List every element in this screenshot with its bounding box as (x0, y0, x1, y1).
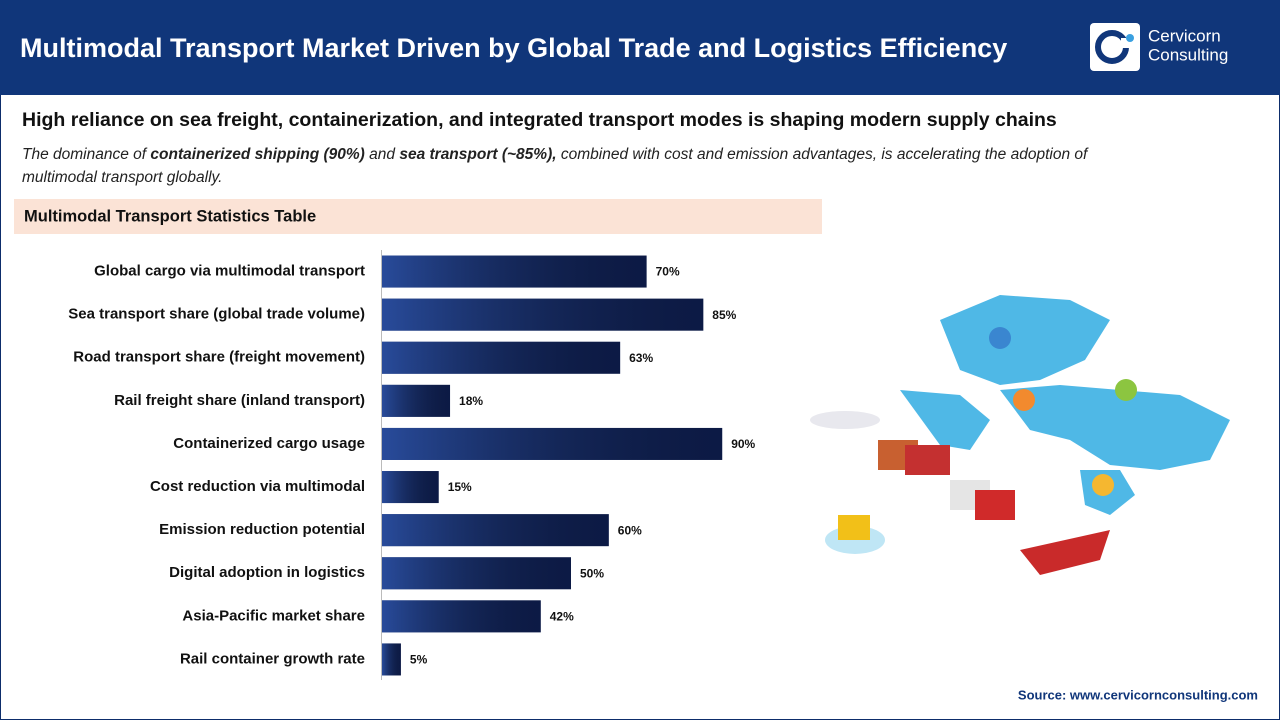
pin (989, 327, 1011, 349)
logo-text: Cervicorn (1148, 26, 1221, 45)
map-shape (900, 390, 990, 450)
category-label: Rail freight share (inland transport) (114, 392, 365, 409)
category-label: Containerized cargo usage (173, 435, 365, 452)
forklift (838, 515, 870, 540)
desc-part: and (365, 146, 399, 163)
desc-part: sea transport (~85%), (399, 146, 556, 163)
description: multimodal transport globally. (22, 169, 222, 186)
truck (975, 490, 1015, 520)
desc-part: containerized shipping (90%) (150, 146, 364, 163)
bar-shade (382, 471, 439, 504)
category-label: Road transport share (freight movement) (73, 349, 365, 366)
bar-shade (382, 427, 723, 460)
illustration (810, 295, 1230, 575)
category-label: Cost reduction via multimodal (150, 478, 365, 495)
value-label: 50% (580, 566, 604, 580)
bar-shade (382, 557, 571, 590)
category-label: Global cargo via multimodal transport (94, 263, 365, 280)
plane (810, 411, 880, 429)
source: Source: www.cervicornconsulting.com (1018, 687, 1258, 702)
value-label: 60% (618, 523, 642, 537)
category-label: Sea transport share (global trade volume… (68, 306, 365, 323)
logo-text: Consulting (1148, 45, 1228, 64)
logo-gap (1121, 38, 1131, 48)
pin (1092, 474, 1114, 496)
value-label: 42% (550, 610, 574, 624)
value-label: 15% (448, 480, 472, 494)
section-band (14, 199, 822, 234)
bar-shade (382, 298, 704, 331)
map-shape (1000, 385, 1230, 470)
bar-shade (382, 341, 621, 374)
desc-part: The dominance of (22, 146, 150, 163)
category-label: Digital adoption in logistics (169, 564, 365, 581)
bar-shade (382, 384, 451, 417)
category-label: Emission reduction potential (159, 521, 365, 538)
container (905, 445, 950, 475)
logo-dot (1126, 34, 1134, 42)
value-label: 63% (629, 351, 653, 365)
value-label: 90% (731, 437, 755, 451)
ship (1020, 530, 1110, 575)
bar-shade (382, 255, 647, 288)
bar-shade (382, 514, 609, 547)
desc-part: combined with cost and emission advantag… (557, 146, 1089, 163)
bar-shade (382, 600, 541, 633)
value-label: 85% (712, 308, 736, 322)
category-label: Asia-Pacific market share (182, 607, 365, 624)
header-band (0, 0, 1280, 95)
pin (1013, 389, 1035, 411)
bar-shade (382, 643, 401, 676)
value-label: 18% (459, 394, 483, 408)
pin (1115, 379, 1137, 401)
subtitle: High reliance on sea freight, containeri… (22, 109, 1057, 131)
value-label: 70% (656, 265, 680, 279)
description: The dominance of containerized shipping … (22, 146, 1089, 163)
category-label: Rail container growth rate (180, 650, 365, 667)
section-title: Multimodal Transport Statistics Table (24, 207, 316, 225)
header-title: Multimodal Transport Market Driven by Gl… (20, 33, 1007, 63)
value-label: 5% (410, 653, 428, 667)
map-shape (940, 295, 1110, 385)
